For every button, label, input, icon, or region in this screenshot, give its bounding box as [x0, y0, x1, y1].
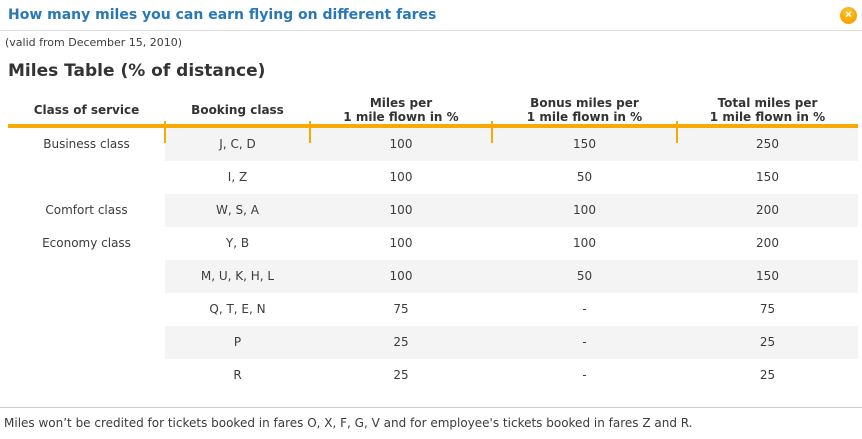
cell-booking-class: Y, B — [225, 236, 250, 250]
cell-miles-per: 100 — [310, 260, 492, 293]
table-row: Economy class Y, B 100 100 200 — [8, 227, 858, 260]
cell-booking-class: W, S, A — [165, 194, 310, 227]
cell-class-of-service — [8, 359, 165, 392]
cell-miles-per: 100 — [310, 128, 492, 161]
cell-class-of-service: Business class — [43, 137, 130, 151]
cell-bonus-miles-per: 150 — [492, 128, 677, 161]
column-separator-tick — [164, 121, 166, 143]
table-row: Comfort class W, S, A 100 100 200 — [8, 194, 858, 227]
cell-booking-class: I, Z — [227, 170, 248, 184]
table-row: R 25 - 25 — [8, 359, 858, 392]
footer-divider — [0, 407, 862, 408]
cell-total-miles-per: 25 — [759, 368, 776, 382]
cell-total-miles-per: 150 — [756, 170, 779, 184]
cell-class-of-service: Economy class — [42, 236, 131, 250]
cell-booking-class: Q, T, E, N — [209, 302, 266, 316]
cell-booking-class: P — [165, 326, 310, 359]
cell-bonus-miles-per: 100 — [573, 236, 596, 250]
column-separator-tick — [676, 121, 678, 143]
page-title: How many miles you can earn flying on di… — [8, 7, 437, 23]
table-row: I, Z 100 50 150 — [8, 161, 858, 194]
table-row: Business class J, C, D 100 150 250 — [8, 128, 858, 161]
cell-bonus-miles-per: - — [582, 302, 587, 316]
cell-bonus-miles-per: - — [492, 326, 677, 359]
cell-bonus-miles-per: 100 — [492, 194, 677, 227]
header-divider — [0, 30, 862, 31]
cell-miles-per: 100 — [389, 170, 413, 184]
cell-total-miles-per: 250 — [677, 128, 858, 161]
cell-bonus-miles-per: - — [582, 368, 587, 382]
cell-total-miles-per: 75 — [759, 302, 776, 316]
table-header-row: Class of service Booking class Miles per… — [8, 95, 858, 128]
cell-total-miles-per: 25 — [677, 326, 858, 359]
close-button[interactable]: ✕ — [840, 7, 857, 24]
column-header-miles-per: Miles per 1 mile flown in % — [343, 95, 459, 124]
column-separator-tick — [309, 121, 311, 143]
cell-class-of-service: Comfort class — [45, 203, 128, 217]
cell-total-miles-per: 200 — [756, 236, 779, 250]
cell-total-miles-per: 150 — [677, 260, 858, 293]
cell-bonus-miles-per: 50 — [576, 170, 593, 184]
cell-class-of-service — [8, 161, 165, 194]
cell-class-of-service — [8, 260, 165, 293]
cell-miles-per: 75 — [393, 302, 409, 316]
cell-class-of-service — [8, 293, 165, 326]
cell-miles-per: 25 — [310, 326, 492, 359]
table-row: Q, T, E, N 75 - 75 — [8, 293, 858, 326]
cell-miles-per: 100 — [310, 194, 492, 227]
valid-from-note: (valid from December 15, 2010) — [5, 36, 183, 49]
table-body: Business class J, C, D 100 150 250 I, Z … — [8, 128, 858, 392]
miles-table: Class of service Booking class Miles per… — [8, 95, 858, 392]
cell-booking-class: M, U, K, H, L — [165, 260, 310, 293]
cell-bonus-miles-per: 50 — [492, 260, 677, 293]
column-header-class-of-service: Class of service — [33, 102, 140, 117]
column-header-bonus-miles-per: Bonus miles per 1 mile flown in % — [526, 95, 643, 124]
cell-miles-per: 100 — [389, 236, 413, 250]
close-icon: ✕ — [844, 9, 853, 20]
cell-miles-per: 25 — [393, 368, 409, 382]
column-separator-tick — [491, 121, 493, 143]
column-header-total-miles-per: Total miles per 1 mile flown in % — [709, 95, 826, 124]
table-row: M, U, K, H, L 100 50 150 — [8, 260, 858, 293]
section-title: Miles Table (% of distance) — [8, 61, 266, 81]
column-header-booking-class: Booking class — [191, 102, 284, 117]
footer-note: Miles won’t be credited for tickets book… — [4, 416, 693, 430]
table-row: P 25 - 25 — [8, 326, 858, 359]
cell-booking-class: J, C, D — [165, 128, 310, 161]
cell-total-miles-per: 200 — [677, 194, 858, 227]
cell-class-of-service — [8, 326, 165, 359]
cell-booking-class: R — [233, 368, 242, 382]
